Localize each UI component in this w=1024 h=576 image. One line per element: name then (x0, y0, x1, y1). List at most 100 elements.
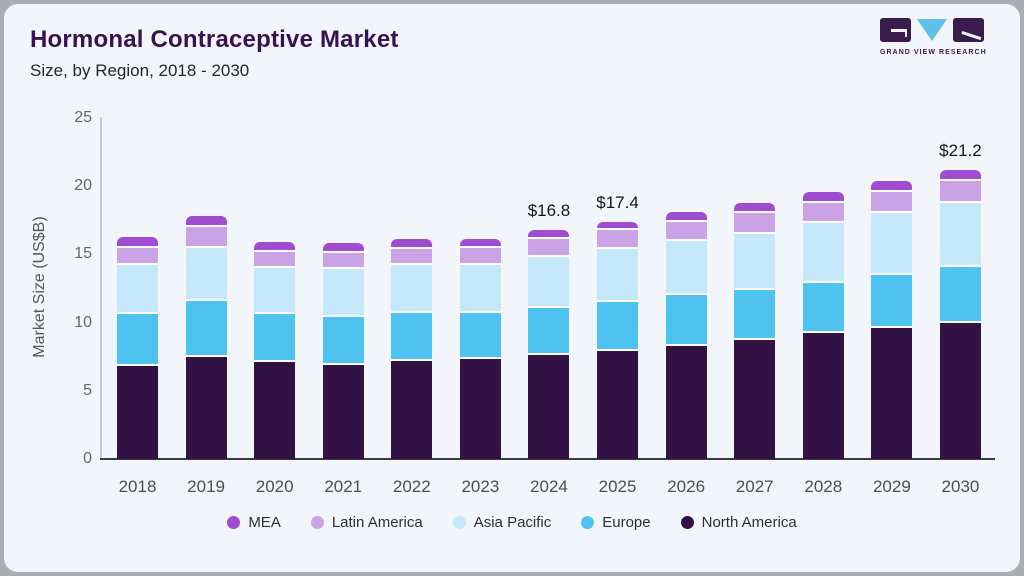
bar-2028 (802, 191, 844, 459)
legend-item-europe: Europe (581, 514, 651, 531)
bar-2023 (459, 239, 501, 459)
x-label-2026: 2026 (667, 477, 706, 496)
bar-2030-segment-mea (939, 169, 981, 181)
logo-g-block-icon (880, 18, 911, 42)
bar-2027 (734, 202, 776, 459)
value-label-2030: $21.2 (939, 140, 982, 160)
bar-2022 (391, 239, 433, 459)
bar-2021-segment-mea (322, 243, 364, 254)
legend-label-north-america: North America (701, 514, 797, 531)
bar-2025 (597, 221, 639, 459)
bar-2026-segment-asia-pacific (665, 240, 707, 296)
bar-2025-segment-north-america (597, 351, 639, 459)
bar-2029 (871, 180, 913, 459)
gvr-logo-mark (880, 18, 984, 44)
bar-2024-segment-asia-pacific (528, 257, 570, 308)
y-tick-25: 25 (74, 109, 92, 126)
bar-2024-segment-mea (528, 229, 570, 240)
x-label-2018: 2018 (118, 477, 157, 496)
bar-2023-segment-asia-pacific (459, 265, 501, 314)
bar-2028-segment-north-america (802, 333, 844, 459)
x-label-2020: 2020 (255, 477, 294, 496)
bar-2029-segment-latin-america (871, 191, 913, 214)
bar-2026-segment-latin-america (665, 221, 707, 241)
bar-2025-segment-mea (597, 221, 639, 230)
bar-2022-segment-latin-america (391, 248, 433, 266)
x-label-2029: 2029 (872, 477, 911, 496)
x-label-2019: 2019 (187, 477, 225, 496)
stacked-bar-chart: Market Size (US$B) 0 5 10 15 20 25 2018 2019 20… (4, 4, 1020, 572)
bar-2022-segment-north-america (391, 360, 433, 459)
y-axis-title: Market Size (US$B) (31, 216, 48, 358)
bar-2019-segment-north-america (185, 356, 227, 459)
bar-2029-segment-europe (871, 274, 913, 329)
x-label-2028: 2028 (804, 477, 843, 496)
legend-label-asia-pacific: Asia Pacific (473, 514, 552, 531)
bar-2018-segment-north-america (117, 366, 158, 459)
bar-2020-segment-asia-pacific (254, 268, 296, 315)
bar-2023-segment-north-america (459, 359, 501, 459)
page-title: Hormonal Contraceptive Market (30, 26, 399, 53)
y-tick-5: 5 (83, 381, 92, 399)
bar-2022-segment-asia-pacific (391, 265, 433, 314)
bar-2020-segment-europe (254, 314, 296, 363)
x-label-2021: 2021 (324, 477, 363, 496)
y-tick-10: 10 (74, 313, 92, 331)
x-label-2022: 2022 (392, 477, 431, 496)
bar-2019-segment-asia-pacific (185, 247, 227, 301)
bar-2027-segment-latin-america (734, 213, 776, 234)
bar-2028-segment-europe (802, 283, 844, 334)
bar-2024-segment-europe (528, 307, 570, 356)
legend-label-latin-america: Latin America (331, 514, 423, 531)
bar-2022-segment-europe (391, 313, 433, 361)
bar-2027-segment-europe (734, 289, 776, 341)
bar-2025-segment-asia-pacific (597, 248, 639, 303)
logo-text: GRAND VIEW RESEARCH (880, 49, 987, 56)
bar-2021-segment-latin-america (322, 253, 364, 270)
bar-2023-segment-europe (459, 313, 501, 360)
chart-legend: MEA Latin America Asia Pacific Europe North … (4, 514, 1020, 531)
y-tick-20: 20 (74, 177, 92, 195)
legend-dot-latin-america (310, 516, 324, 529)
legend-item-asia-pacific: Asia Pacific (452, 514, 552, 531)
logo-v-triangle-icon (917, 19, 947, 41)
x-label-2030: 2030 (941, 477, 980, 496)
bar-2019 (185, 216, 227, 459)
bar-2025-segment-latin-america (597, 229, 639, 249)
bar-2021-segment-europe (322, 317, 364, 365)
bar-2021-segment-north-america (322, 364, 364, 459)
bar-2023-segment-mea (459, 239, 501, 248)
bar-2026 (665, 212, 707, 459)
legend-dot-asia-pacific (452, 516, 466, 529)
bar-2020-segment-latin-america (254, 251, 296, 269)
bar-2028-segment-mea (802, 191, 844, 203)
bar-2026-segment-europe (665, 295, 707, 346)
x-axis-line (100, 458, 995, 460)
bar-2030-segment-north-america (939, 322, 981, 459)
legend-dot-mea (227, 516, 241, 529)
legend-item-latin-america: Latin America (310, 514, 423, 531)
bar-2028-segment-latin-america (802, 202, 844, 223)
bar-2018 (117, 236, 158, 459)
legend-item-north-america: North America (680, 514, 797, 531)
bar-2020-segment-mea (254, 242, 296, 252)
bar-2027-segment-north-america (734, 340, 776, 459)
x-label-2024: 2024 (530, 477, 568, 496)
bar-2030-segment-europe (939, 266, 981, 323)
chart-card: Hormonal Contraceptive Market Size, by R… (4, 4, 1020, 572)
value-label-2025: $17.4 (596, 192, 639, 212)
page-subtitle: Size, by Region, 2018 - 2030 (30, 61, 250, 80)
x-label-2025: 2025 (598, 477, 637, 496)
bar-2021-segment-asia-pacific (322, 269, 364, 318)
bar-2030 (939, 169, 981, 459)
bar-2027-segment-mea (734, 202, 776, 214)
gvr-logo: GRAND VIEW RESEARCH (880, 18, 987, 56)
bar-2019-segment-europe (185, 300, 227, 357)
bar-2019-segment-mea (185, 216, 227, 228)
legend-dot-europe (581, 516, 595, 529)
bar-2029-segment-mea (871, 180, 913, 192)
bar-2018-segment-europe (117, 314, 158, 367)
bar-2030-segment-asia-pacific (939, 202, 981, 267)
y-tick-15: 15 (74, 245, 92, 263)
bar-2020-segment-north-america (254, 362, 296, 459)
